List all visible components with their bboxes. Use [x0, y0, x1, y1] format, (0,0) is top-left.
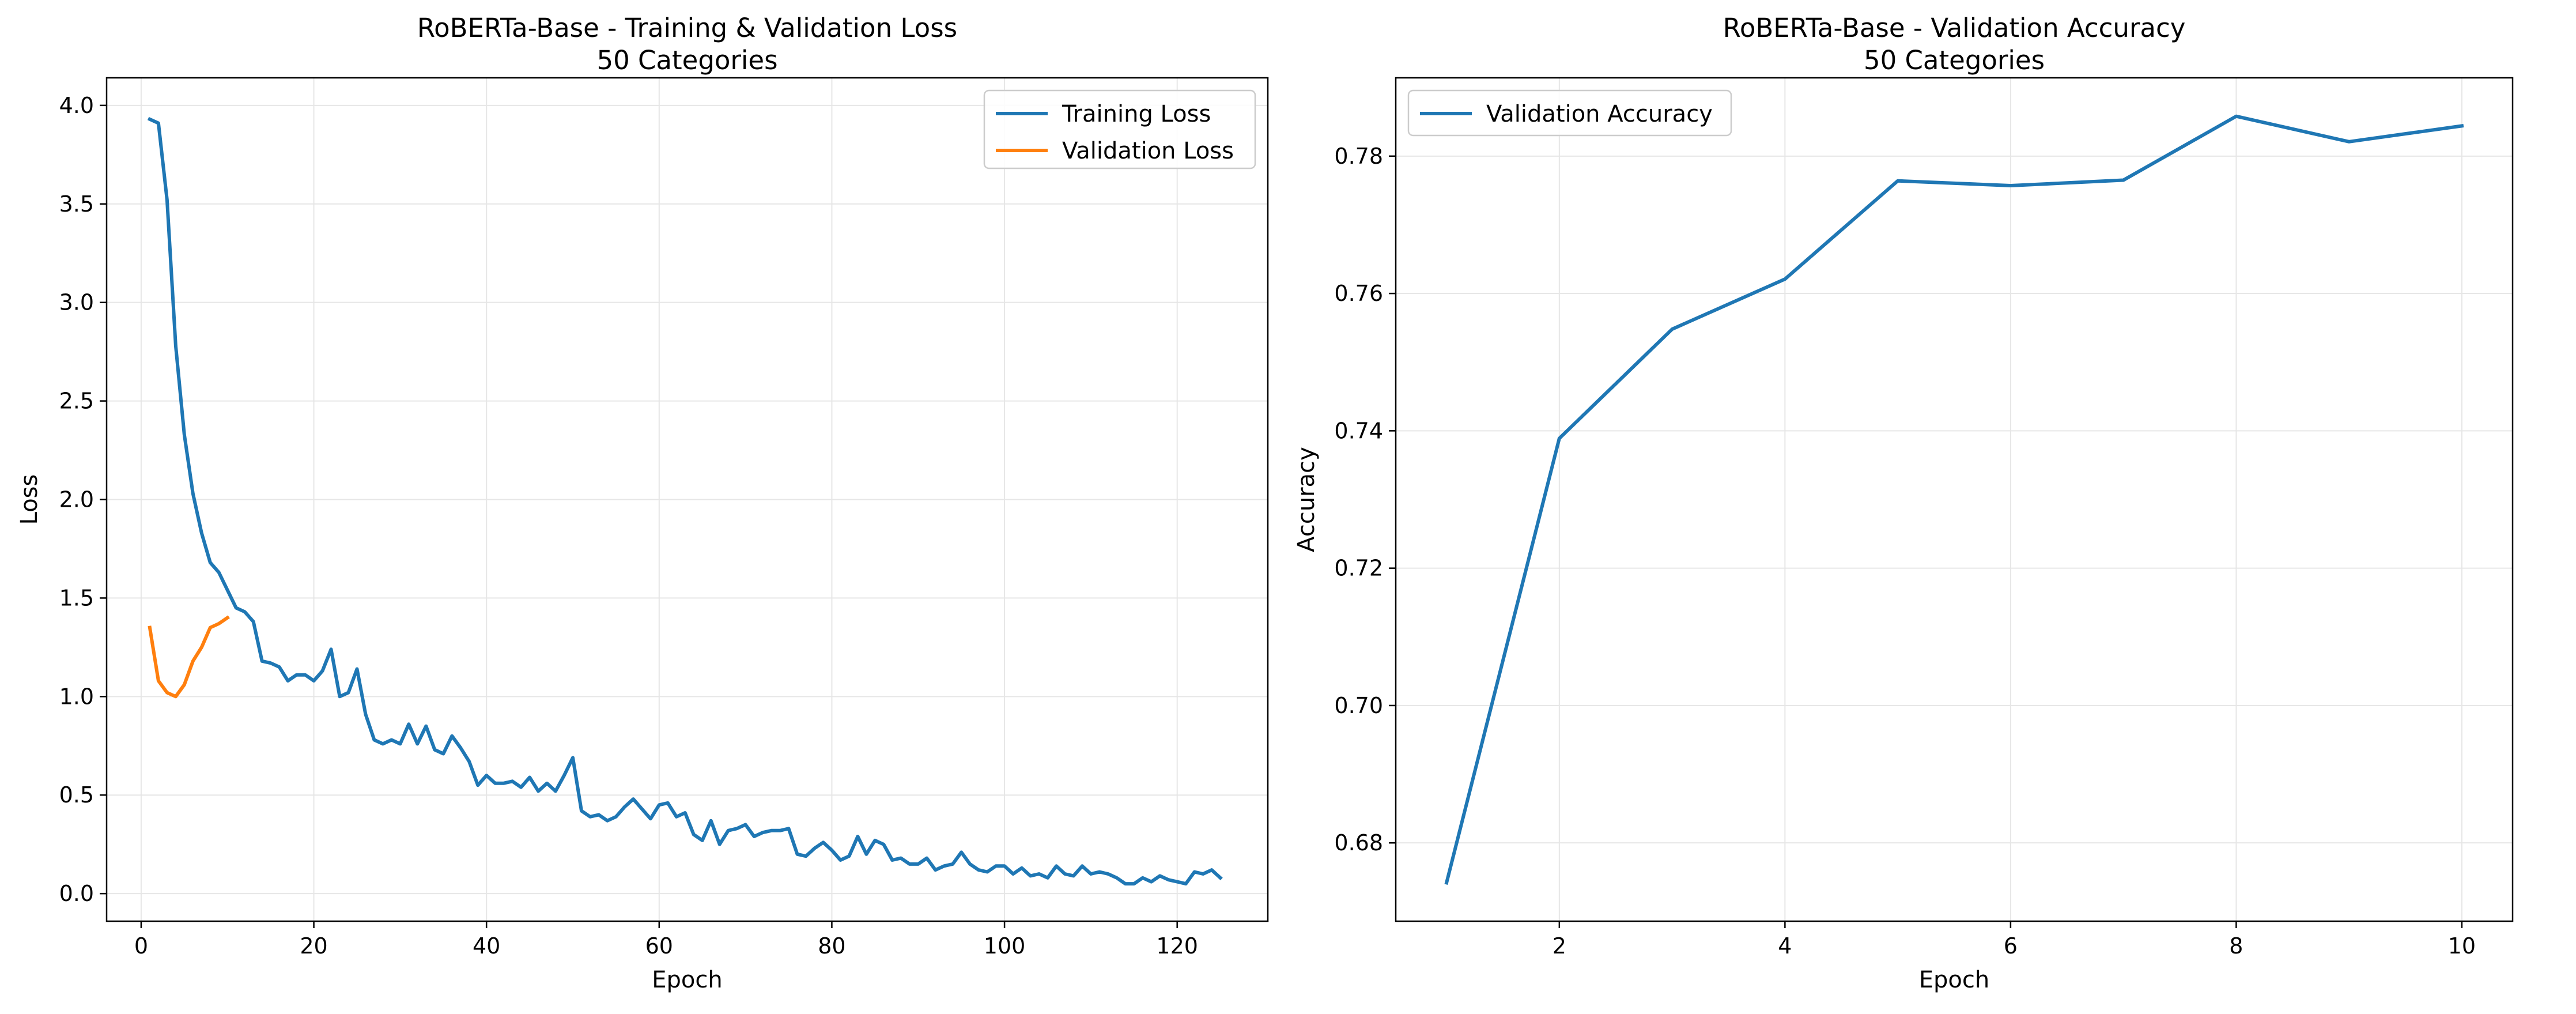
accuracy-chart: 2 4 6 8 10 0.68 0.70 0.72 0.74 0.76 0.78 RoBERTa-Ba…: [1293, 13, 2514, 993]
x-tick-label: 80: [818, 933, 845, 959]
y-tick-label: 0.74: [1334, 418, 1383, 443]
legend-label-2: Validation Loss: [1062, 138, 1234, 164]
legend-box: [983, 89, 1256, 169]
x-tick-label: 60: [645, 933, 673, 959]
series-line-1: [1444, 114, 2464, 885]
x-tick-label: 2: [1553, 933, 1566, 959]
y-tick-label: 0.72: [1334, 556, 1383, 581]
x-tick-label: 20: [300, 933, 327, 959]
legend-label-1: Validation Accuracy: [1486, 101, 1713, 127]
y-tick-label: 3.5: [59, 191, 94, 217]
series-line-2: [148, 615, 230, 699]
y-tick-label: 0.5: [59, 782, 94, 808]
y-tick-label: 0.78: [1334, 144, 1383, 169]
y-tick-label: 0.76: [1334, 281, 1383, 306]
y-tick-label: 2.0: [59, 487, 94, 512]
y-tick-label: 0.0: [59, 881, 94, 906]
loss-chart: 0 20 40 60 80 100 120 0.0 0.5 1.0 1.5 2.0 2.5 3.0 3.5 4…: [16, 13, 1269, 993]
y-tick-label: 1.0: [59, 684, 94, 709]
y-axis-label: Accuracy: [1293, 447, 1320, 552]
x-tick-label: 8: [2229, 933, 2243, 959]
chart-subtitle: 50 Categories: [596, 45, 777, 76]
x-tick-label: 100: [984, 933, 1026, 959]
x-tick-label: 0: [134, 933, 148, 959]
y-tick-label: 2.5: [59, 389, 94, 414]
chart-title: RoBERTa-Base - Validation Accuracy: [1723, 13, 2186, 43]
x-tick-label: 40: [473, 933, 500, 959]
y-axis-label: Loss: [16, 474, 43, 525]
y-tick-label: 4.0: [59, 93, 94, 118]
series-line-1: [147, 116, 1223, 886]
legend-label-1: Training Loss: [1062, 101, 1211, 127]
y-tick-label: 0.70: [1334, 693, 1383, 718]
legend: Validation Accuracy: [1407, 89, 1732, 137]
plot-frame: [1395, 77, 2514, 922]
x-tick-label: 10: [2448, 933, 2476, 959]
x-tick-label: 6: [2004, 933, 2018, 959]
y-tick-label: 3.0: [59, 290, 94, 315]
legend: Training Loss Validation Loss: [983, 89, 1256, 169]
legend-box: [1407, 89, 1732, 137]
chart-subtitle: 50 Categories: [1864, 45, 2045, 76]
y-tick-label: 1.5: [59, 585, 94, 610]
y-tick-label: 0.68: [1334, 830, 1383, 855]
x-axis-label: Epoch: [652, 967, 722, 993]
x-axis-label: Epoch: [1919, 967, 1989, 993]
x-tick-label: 4: [1778, 933, 1792, 959]
chart-title: RoBERTa-Base - Training & Validation Los…: [417, 13, 957, 43]
x-tick-label: 120: [1156, 933, 1198, 959]
